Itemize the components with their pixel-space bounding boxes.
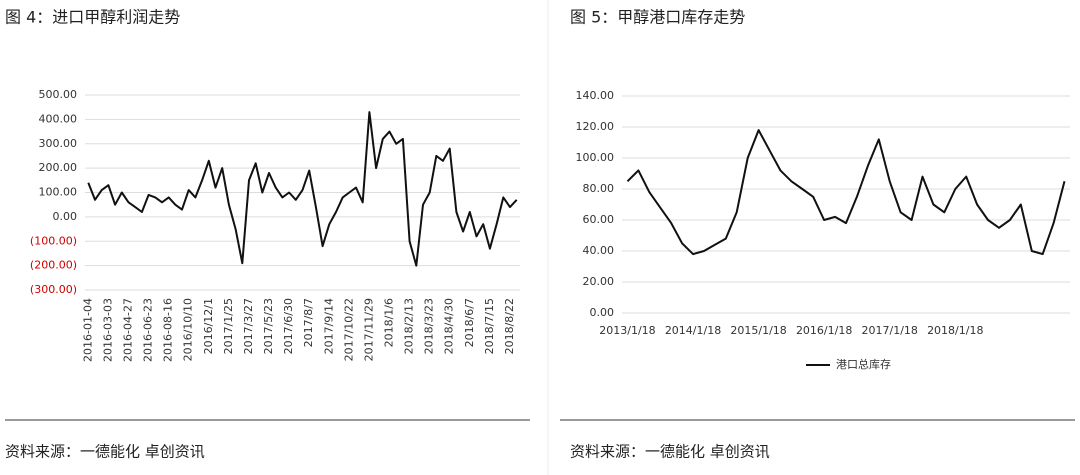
x-tick-label: 2017/6/30 xyxy=(282,298,295,354)
legend-label: 港口总库存 xyxy=(836,357,891,371)
x-tick-label: 2017/8/7 xyxy=(302,298,315,347)
source-note: 资料来源：一德能化 卓创资讯 xyxy=(570,443,770,461)
y-tick-label: 500.00 xyxy=(39,88,78,101)
x-tick-label: 2017/11/29 xyxy=(362,298,375,361)
x-tick-label: 2018/3/23 xyxy=(423,298,436,354)
x-tick-label: 2016-06-23 xyxy=(142,298,155,362)
x-tick-label: 2015/1/18 xyxy=(730,324,786,337)
y-tick-label: 80.00 xyxy=(583,182,615,195)
x-tick-label: 2016-03-03 xyxy=(101,298,114,362)
x-tick-label: 2018/1/6 xyxy=(383,298,396,347)
y-tick-label: 20.00 xyxy=(583,275,615,288)
x-tick-label: 2017/9/14 xyxy=(322,298,335,354)
y-tick-label: 300.00 xyxy=(39,137,78,150)
y-tick-label: (300.00) xyxy=(30,283,77,296)
line-series xyxy=(626,129,1066,256)
y-tick-label: (100.00) xyxy=(30,234,77,247)
y-tick-label: 140.00 xyxy=(576,89,615,102)
x-tick-label: 2016/10/10 xyxy=(182,298,195,361)
x-tick-label: 2018/6/7 xyxy=(463,298,476,347)
x-tick-label: 2017/3/27 xyxy=(242,298,255,354)
x-tick-label: 2016/12/1 xyxy=(202,298,215,354)
x-tick-label: 2017/10/22 xyxy=(342,298,355,361)
y-tick-label: 400.00 xyxy=(39,112,78,125)
x-tick-label: 2016/1/18 xyxy=(796,324,852,337)
x-tick-label: 2017/1/18 xyxy=(862,324,918,337)
y-tick-label: 100.00 xyxy=(576,151,615,164)
x-tick-label: 2017/5/23 xyxy=(262,298,275,354)
x-tick-label: 2014/1/18 xyxy=(665,324,721,337)
y-tick-label: 0.00 xyxy=(590,306,615,319)
x-tick-label: 2016-01-04 xyxy=(81,298,94,362)
x-tick-label: 2016-04-27 xyxy=(122,298,135,362)
y-tick-label: (200.00) xyxy=(30,259,77,272)
y-tick-label: 100.00 xyxy=(39,186,78,199)
x-tick-label: 2017/1/25 xyxy=(222,298,235,354)
y-tick-label: 60.00 xyxy=(583,213,615,226)
chart-title: 图 5：甲醇港口库存走势 xyxy=(570,8,745,27)
x-tick-label: 2018/8/22 xyxy=(503,298,516,354)
chart-title: 图 4：进口甲醇利润走势 xyxy=(5,8,180,27)
source-note: 资料来源：一德能化 卓创资讯 xyxy=(5,443,205,461)
y-tick-label: 200.00 xyxy=(39,161,78,174)
x-tick-label: 2018/4/30 xyxy=(443,298,456,354)
x-tick-label: 2016-08-16 xyxy=(162,298,175,362)
x-tick-label: 2013/1/18 xyxy=(599,324,655,337)
x-tick-label: 2018/7/15 xyxy=(483,298,496,354)
x-tick-label: 2018/1/18 xyxy=(927,324,983,337)
line-series xyxy=(87,111,518,267)
y-tick-label: 0.00 xyxy=(53,210,78,223)
y-tick-label: 40.00 xyxy=(583,244,615,257)
y-tick-label: 120.00 xyxy=(576,120,615,133)
x-tick-label: 2018/2/13 xyxy=(403,298,416,354)
